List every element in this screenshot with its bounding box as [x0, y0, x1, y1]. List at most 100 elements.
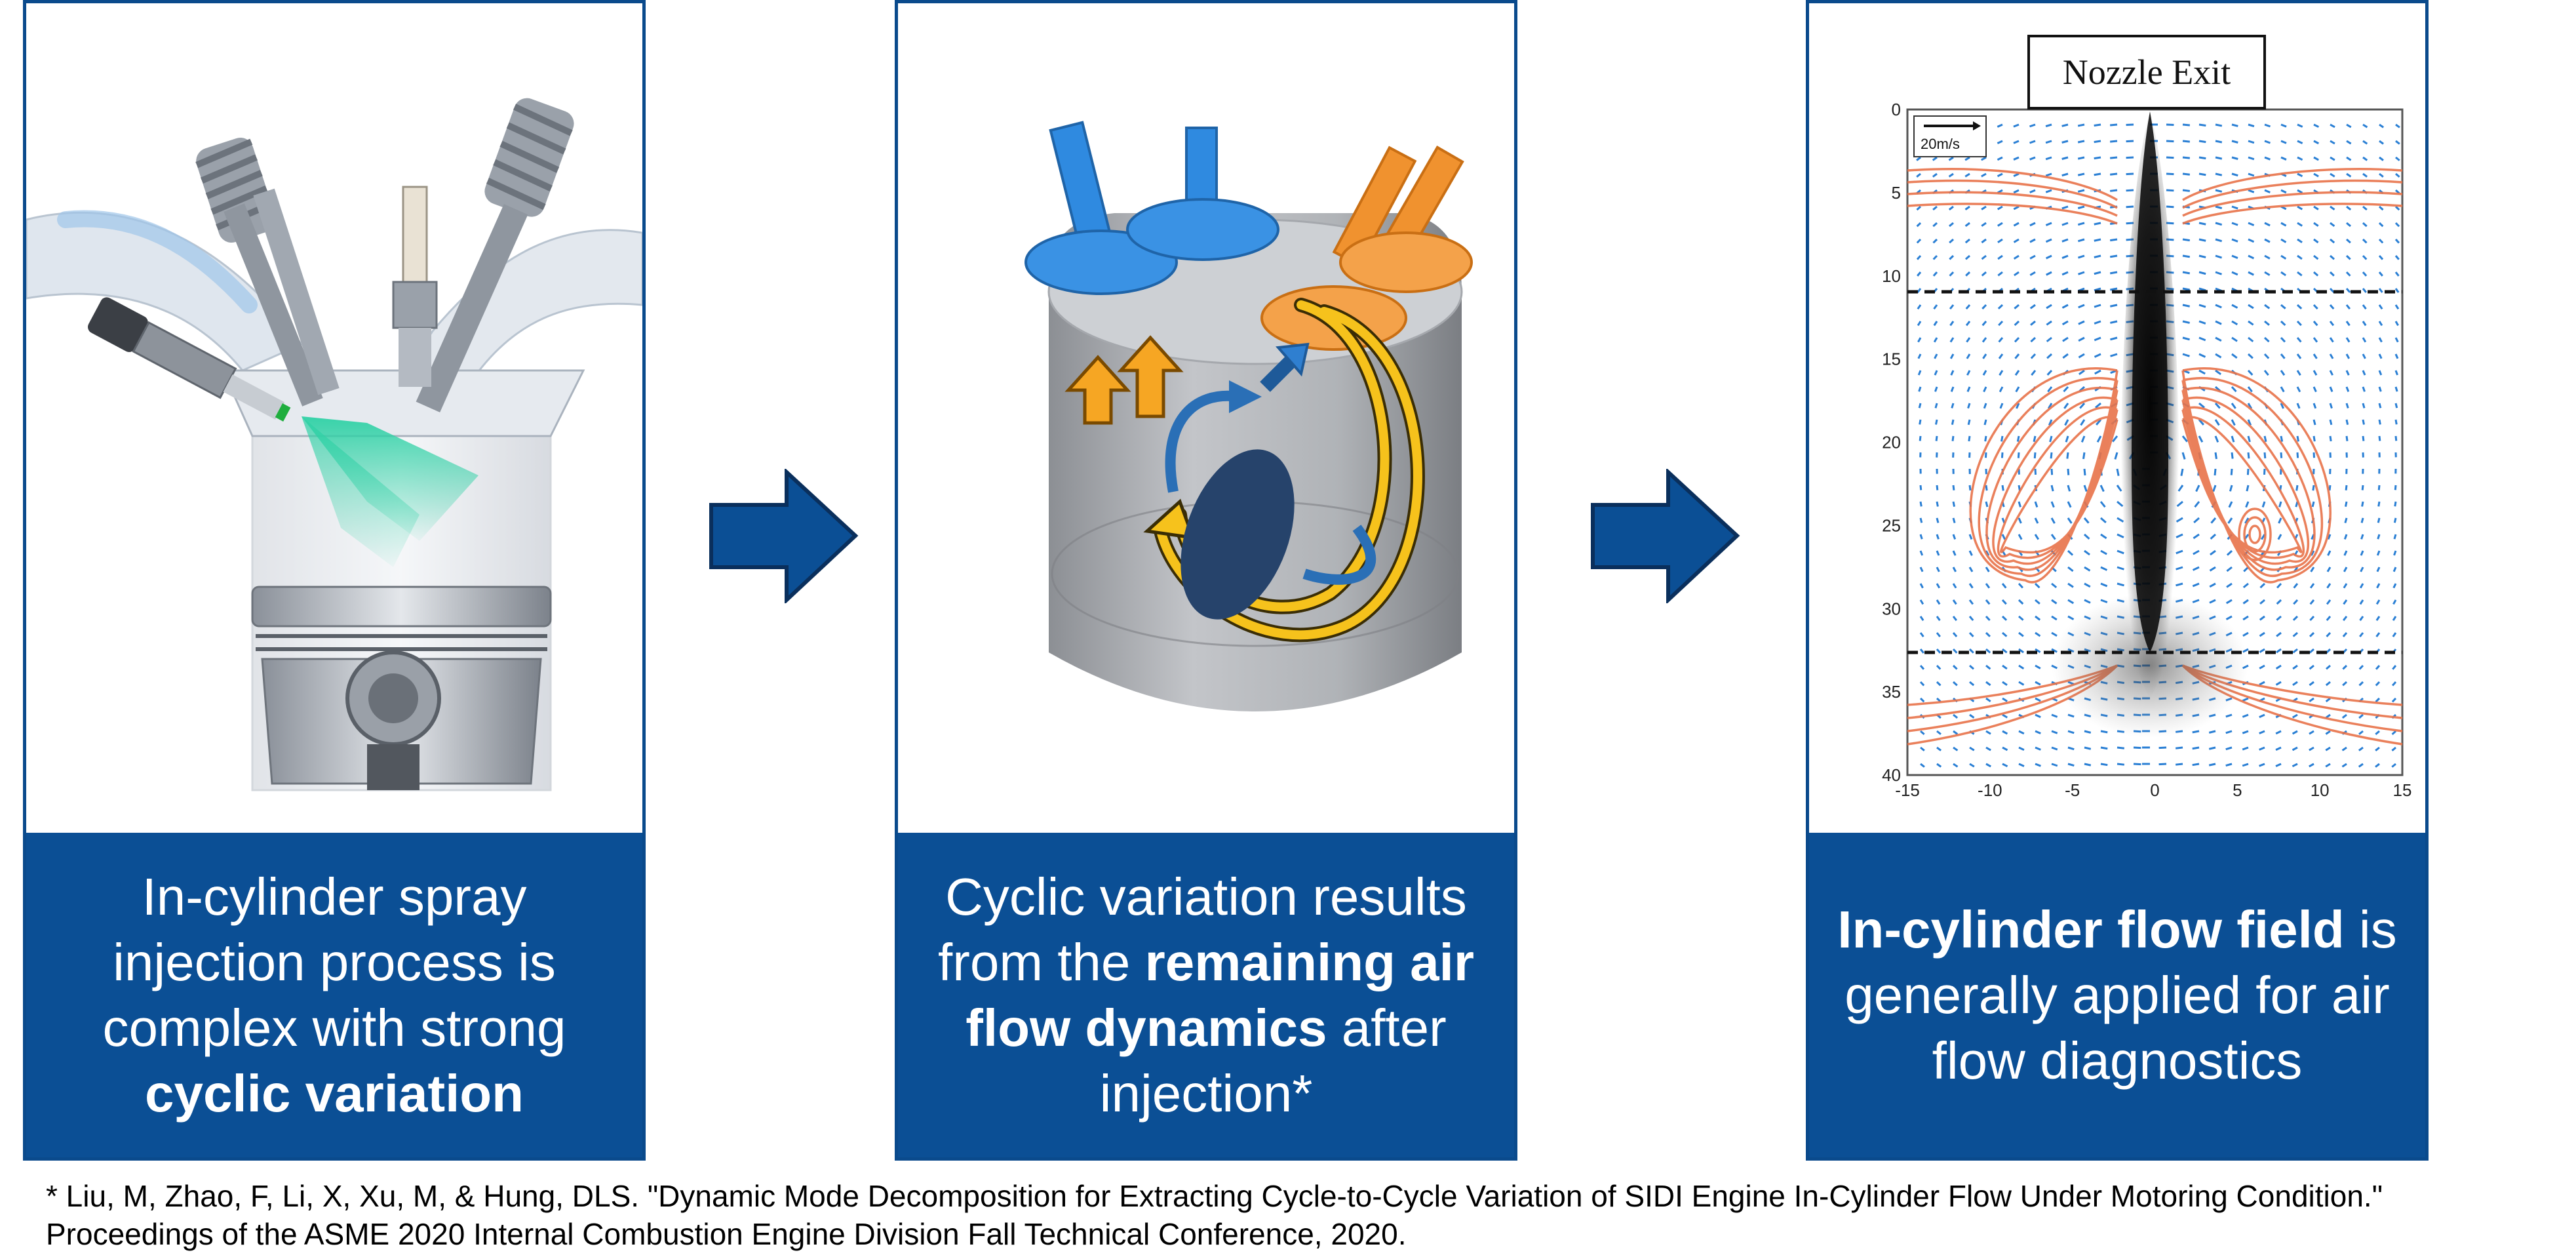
velocity-vector: [1965, 304, 1971, 310]
velocity-vector: [2379, 123, 2385, 129]
velocity-vector: [2067, 746, 2075, 751]
velocity-vector: [2109, 189, 2118, 192]
velocity-vector: [2378, 238, 2384, 244]
velocity-vector: [1935, 419, 1938, 425]
velocity-vector: [2215, 320, 2222, 325]
velocity-vector: [2362, 353, 2366, 359]
velocity-vector: [2358, 664, 2364, 670]
velocity-vector: [2280, 140, 2287, 144]
velocity-vector: [2362, 321, 2367, 327]
velocity-vector: [2362, 271, 2368, 277]
velocity-vector: [2248, 271, 2254, 276]
velocity-vector: [2051, 713, 2058, 718]
velocity-vector: [2231, 452, 2234, 459]
velocity-vector: [1965, 271, 1971, 277]
velocity-vector: [2395, 123, 2400, 129]
velocity-vector: [2013, 172, 2020, 177]
velocity-vector: [2345, 386, 2350, 392]
vortex-core: [2238, 508, 2272, 561]
velocity-vector: [2391, 681, 2397, 687]
velocity-vector: [2049, 435, 2053, 443]
velocity-vector: [2346, 123, 2352, 129]
velocity-vector: [2046, 369, 2053, 376]
velocity-vector: [1985, 746, 1991, 751]
velocity-vector: [2110, 353, 2118, 357]
velocity-vector: [2198, 254, 2206, 258]
velocity-vector: [1981, 337, 1987, 343]
velocity-vector: [2242, 631, 2249, 637]
velocity-vector: [2309, 746, 2314, 751]
velocity-vector: [1919, 435, 1922, 441]
velocity-vector: [2378, 304, 2383, 310]
vortex-core: [2248, 525, 2261, 544]
velocity-vector: [2276, 648, 2282, 654]
caption-emphasis: remaining air flow dynamics: [966, 932, 1475, 1057]
velocity-vector: [1919, 616, 1924, 622]
velocity-vector: [2002, 713, 2008, 719]
velocity-vector: [2263, 435, 2267, 443]
velocity-vector: [2297, 172, 2303, 178]
velocity-vector: [1936, 664, 1942, 670]
velocity-vector: [2362, 254, 2368, 260]
velocity-vector: [2208, 763, 2216, 767]
velocity-vector: [2375, 599, 2381, 605]
velocity-vector: [2248, 320, 2254, 326]
velocity-vector: [2018, 501, 2021, 508]
streamline-top-right: [2182, 179, 2403, 209]
velocity-vector: [2035, 697, 2041, 702]
velocity-vector: [2248, 172, 2255, 177]
velocity-vector: [1916, 254, 1922, 260]
velocity-vector: [2227, 517, 2233, 524]
velocity-vector: [2094, 369, 2101, 375]
velocity-vector: [1949, 304, 1955, 310]
velocity-vector: [2050, 452, 2053, 459]
velocity-vector: [2084, 746, 2092, 750]
velocity-vector: [2313, 254, 2319, 260]
velocity-vector: [2109, 140, 2118, 143]
velocity-vector: [2061, 304, 2069, 309]
velocity-vector: [2198, 222, 2206, 226]
velocity-vector: [2002, 681, 2008, 686]
velocity-vector: [2394, 337, 2399, 343]
velocity-vector: [2061, 172, 2069, 177]
velocity-vector: [2034, 582, 2040, 589]
velocity-vector: [2345, 304, 2351, 310]
velocity-vector: [2029, 271, 2036, 276]
velocity-vector: [2077, 172, 2085, 176]
velocity-vector: [2198, 304, 2206, 308]
velocity-vector: [2109, 238, 2118, 242]
velocity-vector: [2014, 336, 2020, 343]
velocity-vector: [2051, 730, 2058, 734]
velocity-vector: [2226, 549, 2233, 556]
velocity-vector: [1919, 665, 1925, 670]
velocity-vector: [2047, 403, 2053, 409]
velocity-vector: [1948, 156, 1954, 161]
velocity-vector: [2110, 336, 2118, 341]
velocity-vector: [2392, 567, 2397, 572]
velocity-vector: [1981, 156, 1987, 161]
velocity-vector: [2176, 582, 2183, 587]
streamline-top-left: [1907, 179, 2118, 209]
velocity-vector: [2046, 304, 2052, 309]
velocity-vector: [1949, 321, 1955, 327]
velocity-vector: [2393, 550, 2397, 556]
velocity-vector: [2259, 746, 2265, 751]
velocity-vector: [1917, 353, 1922, 359]
velocity-vector: [2033, 435, 2037, 443]
velocity-vector: [2362, 205, 2368, 211]
velocity-vector: [2062, 336, 2069, 342]
velocity-vector: [2358, 746, 2364, 751]
velocity-vector: [2346, 156, 2352, 161]
velocity-vector: [2330, 205, 2335, 210]
velocity-vector: [1981, 222, 1987, 227]
velocity-vector: [2045, 222, 2052, 226]
velocity-vector: [2198, 320, 2206, 325]
velocity-vector: [2359, 599, 2364, 605]
velocity-vector: [1985, 583, 1991, 589]
velocity-vector: [2231, 205, 2238, 210]
velocity-vector: [1967, 403, 1971, 409]
right-arrow-icon: [709, 469, 859, 603]
velocity-vector: [2077, 222, 2085, 226]
velocity-vector: [1936, 648, 1942, 654]
velocity-vector: [2063, 386, 2069, 393]
